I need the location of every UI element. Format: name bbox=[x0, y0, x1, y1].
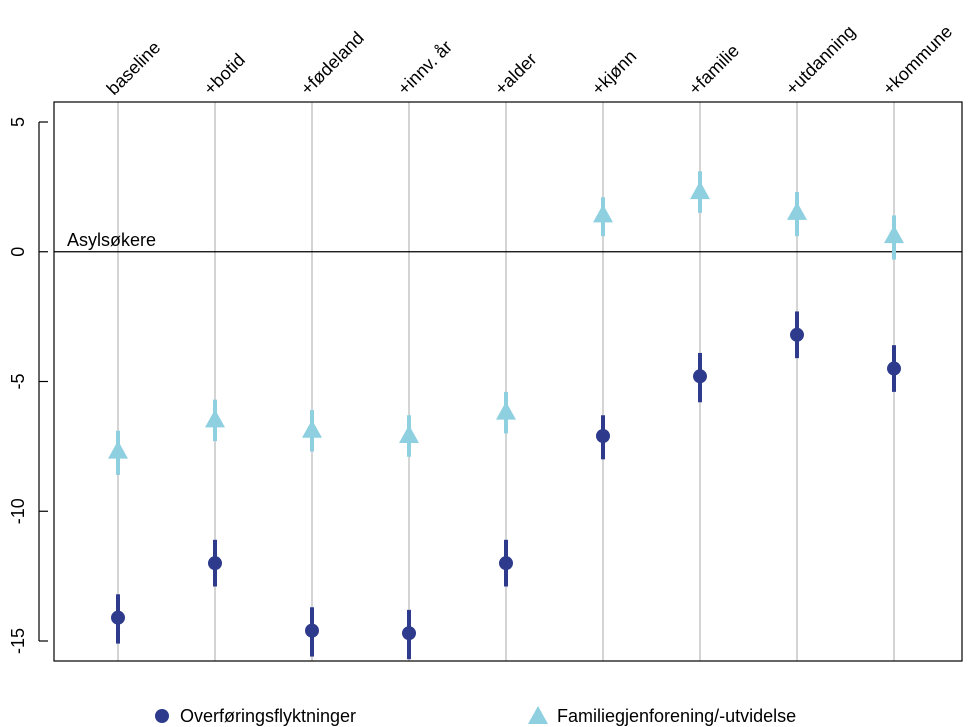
data-point bbox=[884, 225, 904, 244]
reference-line-label: Asylsøkere bbox=[67, 230, 156, 250]
x-tick-label: +fødeland bbox=[297, 28, 368, 99]
data-point bbox=[787, 201, 807, 220]
legend-label: Familiegjenforening/-utvidelse bbox=[557, 706, 796, 726]
plot-frame bbox=[53, 101, 963, 662]
x-tick-label: +alder bbox=[491, 49, 541, 99]
data-point bbox=[305, 623, 319, 638]
data-point bbox=[596, 428, 610, 443]
x-tick-label: +innv. år bbox=[394, 36, 456, 98]
data-point bbox=[399, 424, 419, 443]
data-point bbox=[496, 401, 516, 420]
data-point bbox=[108, 440, 128, 459]
data-point bbox=[111, 610, 125, 625]
data-point bbox=[790, 327, 804, 342]
y-tick-label: 0 bbox=[8, 247, 28, 257]
data-point bbox=[208, 556, 222, 571]
x-tick-label: +botid bbox=[200, 50, 249, 99]
x-axis-labels: baseline +botid +fødeland +innv. år +alder +k… bbox=[103, 21, 956, 98]
data-point bbox=[302, 419, 322, 438]
data-point bbox=[887, 361, 901, 376]
data-point bbox=[205, 409, 225, 428]
legend: Overføringsflyktninger Familiegjenforeni… bbox=[155, 706, 796, 726]
x-tick-label: +utdanning bbox=[782, 21, 859, 98]
x-tick-label: baseline bbox=[103, 37, 165, 99]
data-point bbox=[593, 204, 613, 223]
y-axis: 5 0 -5 -10 -15 bbox=[8, 117, 48, 654]
data-series bbox=[108, 171, 904, 660]
legend-marker-circle bbox=[155, 709, 169, 723]
legend-marker-triangle bbox=[528, 706, 548, 724]
data-point bbox=[690, 181, 710, 200]
data-point bbox=[499, 556, 513, 571]
y-tick-label: -10 bbox=[8, 498, 28, 524]
data-point bbox=[693, 369, 707, 384]
x-tick-label: +kjønn bbox=[588, 46, 641, 99]
y-tick-label: -5 bbox=[8, 373, 28, 389]
y-tick-label: -15 bbox=[8, 628, 28, 654]
x-tick-label: +kommune bbox=[879, 21, 956, 98]
data-point bbox=[402, 626, 416, 641]
legend-label: Overføringsflyktninger bbox=[180, 706, 356, 726]
y-tick-label: 5 bbox=[8, 117, 28, 127]
x-tick-label: +familie bbox=[685, 40, 743, 98]
